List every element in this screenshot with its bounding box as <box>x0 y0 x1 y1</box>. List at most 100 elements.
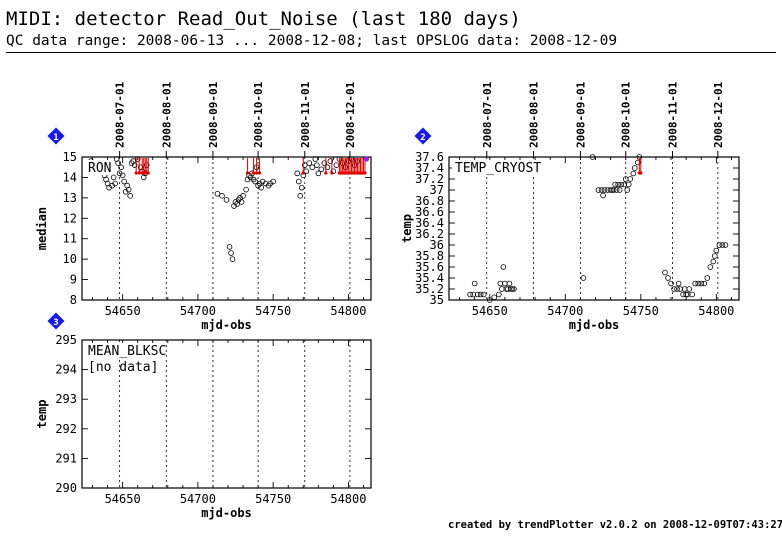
data-point <box>698 280 705 287</box>
x-tick-label: 54700 <box>180 492 216 506</box>
data-point <box>502 280 508 287</box>
data-point <box>580 275 587 281</box>
data-point <box>662 269 668 276</box>
x-tick-label: 54750 <box>255 304 291 318</box>
date-marker-label: 2008-08-01 <box>160 81 173 148</box>
data-point <box>497 280 504 287</box>
x-tick-label: 54650 <box>105 304 141 318</box>
date-marker-label: 2008-08-01 <box>528 81 541 148</box>
data-point <box>607 187 614 193</box>
data-point <box>321 160 328 166</box>
y-tick-label: 10 <box>63 252 77 266</box>
data-point <box>509 286 516 292</box>
x-tick-label: 54800 <box>330 304 366 318</box>
data-point <box>121 178 127 185</box>
y-axis-label: median <box>35 207 49 250</box>
date-marker-label: 2008-09-01 <box>574 81 587 148</box>
outlier-dot <box>301 171 305 175</box>
data-point <box>499 286 505 292</box>
data-point <box>314 162 320 168</box>
y-tick-label: 37.2 <box>415 172 444 186</box>
data-point <box>219 193 225 199</box>
data-point <box>616 187 623 193</box>
panel-label-bg <box>85 160 113 175</box>
data-point <box>471 280 478 287</box>
data-point <box>624 187 631 193</box>
y-tick-label: 292 <box>55 422 77 436</box>
data-point <box>692 280 698 287</box>
y-tick-label: 15 <box>63 150 77 164</box>
y-tick-label: 13 <box>63 191 77 205</box>
y-tick-label: 35.2 <box>415 282 444 296</box>
data-point <box>214 190 221 197</box>
data-point <box>270 178 276 185</box>
date-marker-label: 2008-12-01 <box>344 81 357 148</box>
data-point <box>631 165 638 171</box>
data-point <box>506 280 513 287</box>
outlier-dot <box>363 171 367 175</box>
data-point <box>683 291 689 298</box>
data-point <box>719 242 726 248</box>
chart-panel-2: 2008-07-01 2008-08-01 2008-09-01 2008-10-01… <box>400 81 740 332</box>
y-tick-label: 35.6 <box>415 260 444 274</box>
outlier-dot <box>639 171 643 175</box>
data-point <box>508 286 514 292</box>
y-tick-label: 35.4 <box>415 271 444 285</box>
outlier-dot <box>258 171 262 175</box>
data-point <box>671 286 677 292</box>
panel-label-bg <box>85 343 163 358</box>
x-tick-label: 54750 <box>623 304 659 318</box>
x-tick-label: 54800 <box>698 304 734 318</box>
y-tick-label: 36.2 <box>415 227 444 241</box>
outlier-dot <box>330 171 334 175</box>
page-title: MIDI: detector Read_Out_Noise (last 180 … <box>6 8 521 30</box>
data-point <box>467 291 473 298</box>
data-point <box>635 159 641 166</box>
y-tick-label: 295 <box>55 333 77 347</box>
y-tick-label: 35 <box>430 293 444 307</box>
header-divider <box>6 52 776 53</box>
data-point <box>695 280 702 287</box>
data-point <box>665 275 671 281</box>
data-point <box>601 187 608 193</box>
x-tick-label: 54750 <box>255 492 291 506</box>
data-point <box>474 291 481 298</box>
data-point <box>496 291 502 298</box>
data-point <box>112 180 118 187</box>
y-tick-label: 36 <box>430 238 444 252</box>
data-point <box>612 181 618 188</box>
chart-panel-1: 2008-07-01 2008-08-01 2008-09-01 2008-10-01… <box>35 81 372 332</box>
data-point <box>327 158 334 164</box>
data-point <box>589 154 596 160</box>
x-axis-label: mjd-obs <box>569 318 620 332</box>
data-point <box>295 178 302 185</box>
data-point <box>252 178 258 185</box>
data-point <box>511 286 517 292</box>
date-marker-label: 2008-11-01 <box>299 81 312 148</box>
data-point <box>600 192 606 199</box>
data-point <box>674 286 680 292</box>
data-point <box>595 187 602 193</box>
data-point <box>223 197 230 203</box>
data-point <box>301 162 308 168</box>
data-point <box>315 170 322 177</box>
data-point <box>722 242 729 248</box>
y-tick-label: 35.8 <box>415 249 444 263</box>
outlier-dot <box>324 171 328 175</box>
panel-label-bg <box>452 160 538 175</box>
data-point <box>716 242 723 248</box>
data-point <box>297 193 304 199</box>
outlier-dot <box>137 171 141 175</box>
chart-panel-3: 54650 54700 54750 54800 290 291 292 293 294 295 mj… <box>35 312 372 520</box>
data-point <box>486 297 493 303</box>
data-point <box>610 187 617 193</box>
data-point <box>627 176 634 182</box>
y-tick-label: 14 <box>63 170 77 184</box>
data-point <box>618 181 624 188</box>
data-point <box>330 168 337 175</box>
date-marker-label: 2008-11-01 <box>667 81 680 148</box>
y-tick-label: 11 <box>63 232 77 246</box>
data-point <box>491 294 498 301</box>
data-point <box>127 193 133 199</box>
data-point <box>228 250 234 256</box>
